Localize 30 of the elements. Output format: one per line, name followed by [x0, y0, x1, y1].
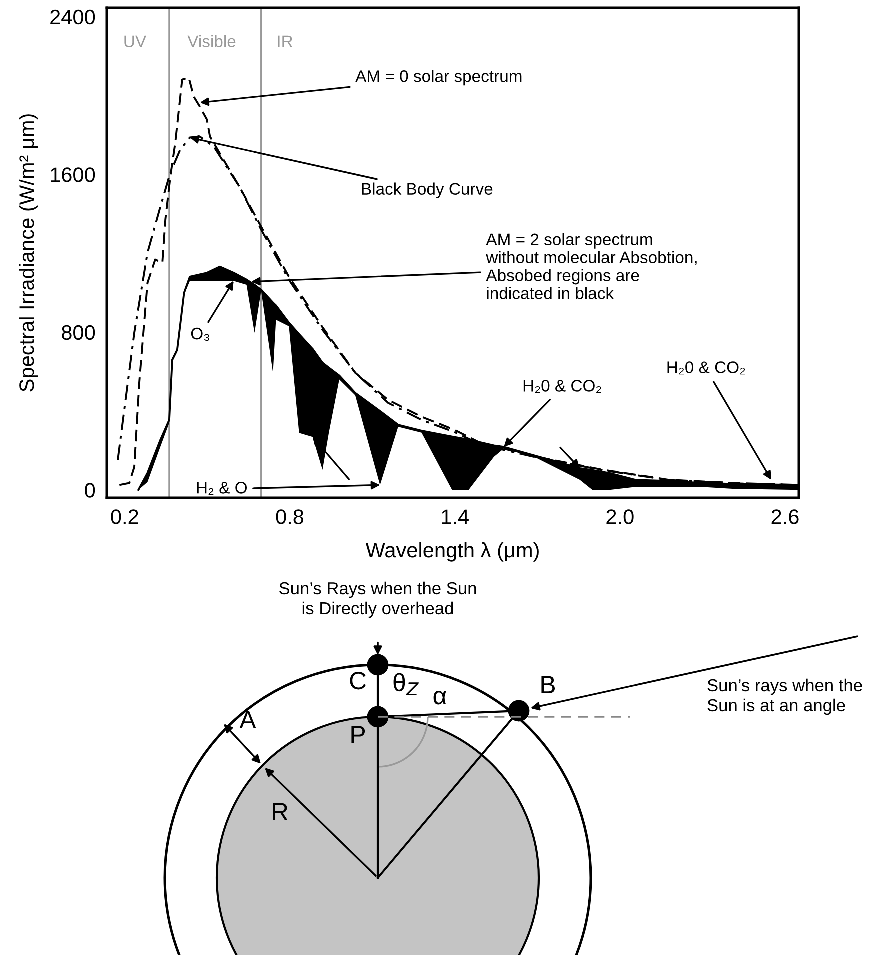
y-tick-label: 2400 — [50, 10, 96, 25]
annotation: IR — [278, 36, 293, 48]
annotation: H₂ & O — [197, 482, 248, 496]
text: C — [350, 672, 366, 690]
text: Sun’s rays when the Sun is at an angle — [708, 678, 862, 716]
y-tick-label: 0 — [85, 483, 96, 498]
x-tick-label: 1.4 — [442, 510, 469, 524]
annotation: H₂0 & CO₂ — [668, 362, 746, 375]
x-tick-label: 0.2 — [111, 510, 138, 524]
annotation: AM = 0 solar spectrum — [356, 70, 522, 86]
y-axis-title: Spectral Irradiance (W/m² μm) — [19, 114, 38, 392]
annotation: Visible — [188, 35, 236, 48]
x-axis-title: Wavelength λ (μm) — [366, 542, 539, 562]
text: A — [240, 711, 256, 728]
x-tick-label: 0.8 — [276, 510, 304, 524]
text: α — [434, 691, 447, 705]
text: θ$_{Z}$ — [394, 673, 419, 696]
text: P — [352, 726, 366, 744]
text: Sun’s Rays when the Sun is Directly overhead — [280, 582, 476, 618]
text: B — [542, 676, 556, 694]
annotation: O₃ — [191, 328, 210, 342]
x-tick-label: 2.6 — [772, 510, 799, 524]
text: R — [273, 803, 288, 820]
annotation: UV — [124, 36, 147, 48]
annotation: H₂0 & CO₂ — [524, 380, 602, 394]
annotation: Black Body Curve — [362, 182, 493, 198]
x-tick-label: 2.0 — [606, 510, 634, 524]
y-tick-label: 1600 — [51, 168, 96, 182]
y-tick-label: 800 — [62, 325, 96, 340]
annotation: AM = 2 solar spectrum without molecular Absobtion, Absobed regions are indicated in black — [486, 233, 697, 300]
